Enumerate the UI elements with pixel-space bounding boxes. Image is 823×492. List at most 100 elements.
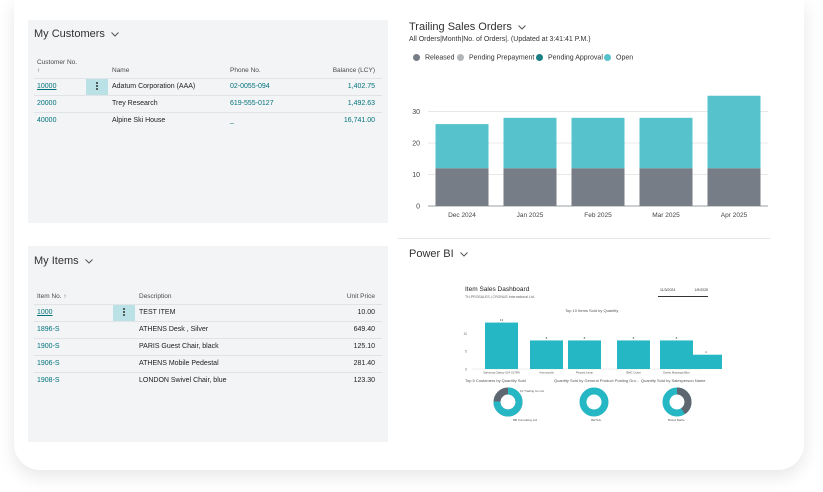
item-description: TEST ITEM	[139, 309, 176, 316]
bar-segment	[707, 168, 761, 206]
item-no[interactable]: 1896-S	[37, 326, 60, 333]
x-tick-label: Dec 2024	[448, 212, 476, 219]
chevron-down-icon	[111, 31, 119, 37]
pbi-bar	[568, 340, 601, 369]
bar-segment	[571, 168, 625, 206]
chevron-down-icon	[518, 24, 526, 30]
table-row[interactable]: 1000 TEST ITEM 10.00	[34, 304, 382, 322]
dashboard-title: Item Sales Dashboard	[465, 286, 530, 293]
top10-title: Top 10 Items Sold by Quantity	[565, 308, 619, 313]
customer-name: Trey Research	[112, 100, 158, 107]
col-unit-price[interactable]: Unit Price	[346, 293, 375, 300]
col-balance[interactable]: Balance (LCY)	[332, 67, 375, 74]
donut1-segment	[493, 387, 523, 417]
y-tick-label: 10	[412, 172, 420, 179]
pbi-bar-value: 4	[705, 350, 707, 354]
bar-segment	[435, 168, 489, 206]
item-description: ATHENS Mobile Pedestal	[139, 360, 219, 367]
donut1-title: Top 5 Customers by Quantity Sold	[465, 378, 526, 383]
col-phone[interactable]: Phone No.	[230, 67, 261, 74]
legend-dot	[457, 54, 464, 61]
item-no[interactable]: 1900-S	[37, 343, 60, 350]
customer-phone[interactable]: _	[230, 117, 234, 124]
col-customer-no[interactable]: Customer No.	[37, 59, 78, 66]
powerbi-report[interactable]: Item Sales Dashboard TH-PROSALES | CRONU…	[450, 278, 722, 426]
customer-phone[interactable]: 02-0055-094	[230, 83, 270, 90]
divider	[398, 238, 770, 239]
table-row[interactable]: 20000 Trey Research 619-555-0127 1,492.6…	[34, 95, 382, 113]
customer-name: Alpine Ski House	[112, 117, 166, 124]
pbi-bar-value: 13	[500, 318, 504, 322]
x-tick-label: Mar 2025	[652, 212, 680, 219]
customers-panel: My Customers Customer No. ↑ Name Phone N…	[28, 20, 388, 223]
item-price: 649.40	[353, 326, 375, 333]
item-no[interactable]: 1908-S	[37, 377, 60, 384]
legend-open[interactable]: Open	[604, 54, 633, 61]
col-description[interactable]: Description	[139, 293, 172, 300]
customer-balance[interactable]: 1,492.63	[347, 100, 375, 107]
item-no[interactable]: 1906-S	[37, 360, 60, 367]
donut2-legend: RETAIL	[591, 418, 602, 422]
pbi-bar-value: 8	[584, 336, 586, 340]
more-vertical-icon	[96, 82, 98, 84]
x-tick-label: Feb 2025	[584, 212, 612, 219]
table-row[interactable]: 1906-S ATHENS Mobile Pedestal 281.40	[34, 355, 382, 373]
legend-pending-approval[interactable]: Pending Approval	[536, 54, 603, 61]
y-tick-label: 0	[416, 204, 420, 211]
customer-balance[interactable]: 16,741.00	[343, 117, 375, 124]
items-title[interactable]: My Items	[34, 255, 93, 267]
table-row[interactable]: 1896-S ATHENS Desk , Silver 649.40	[34, 321, 382, 339]
sort-asc-icon: ↑	[37, 67, 41, 74]
table-row[interactable]: 1900-S PARIS Guest Chair, black 125.10	[34, 338, 382, 356]
item-description: LONDON Swivel Chair, blue	[139, 377, 227, 384]
y-tick-label: 20	[412, 141, 420, 148]
bar-segment	[707, 95, 761, 169]
item-description: PARIS Guest Chair, black	[139, 343, 219, 350]
sales-subtitle: All Orders|Month|No. of Orders|. (Update…	[409, 36, 591, 43]
customer-balance[interactable]: 1,402.75	[347, 83, 375, 90]
bar-segment	[639, 117, 693, 169]
col-item-no[interactable]: Item No. ↑	[37, 293, 67, 300]
pbi-bar	[617, 340, 650, 369]
pbi-bar-label: BMC Ciutat	[626, 371, 641, 375]
table-row[interactable]: 10000 Adatum Corporation (AAA) 02-0055-0…	[34, 78, 382, 96]
sales-chart: 0 10 20 30 Dec 2024 Jan 2025 Feb 2025 Mar 2025 A…	[412, 95, 768, 219]
donut3-legend: Brand Bartle	[668, 418, 685, 422]
pbi-bar	[530, 340, 563, 369]
x-tick-label: Apr 2025	[721, 212, 748, 219]
more-vertical-icon	[123, 308, 125, 310]
table-row[interactable]: 1908-S LONDON Swivel Chair, blue 123.30	[34, 372, 382, 390]
date-to: 1/9/2025	[694, 288, 708, 292]
donut2-ring	[579, 387, 609, 417]
pbi-bar-value: 8	[676, 336, 678, 340]
pbi-bar	[660, 340, 693, 369]
legend-pending-prepayment[interactable]: Pending Prepayment	[457, 54, 534, 61]
pbi-bar-label: Pinyard Lamp	[576, 371, 594, 375]
row-actions-button[interactable]	[113, 305, 135, 321]
legend-released[interactable]: Released	[413, 54, 455, 61]
customer-no[interactable]: 20000	[37, 100, 57, 107]
customer-name: Adatum Corporation (AAA)	[112, 83, 196, 90]
date-from: 11/3/2024	[660, 288, 676, 292]
item-no[interactable]: 1000	[37, 309, 53, 316]
chevron-down-icon	[84, 258, 93, 264]
legend-dot	[413, 54, 420, 61]
powerbi-title[interactable]: Power BI	[409, 248, 468, 260]
date-range-slicer[interactable]: 11/3/2024 1/9/2025	[658, 288, 708, 297]
item-price: 10.00	[357, 309, 375, 316]
bar-segment	[503, 168, 557, 206]
dashboard-company: TH-PROSALES | CRONUS International Ltd.	[465, 295, 535, 299]
customer-phone[interactable]: 619-555-0127	[230, 100, 274, 107]
customers-title[interactable]: My Customers	[34, 28, 119, 40]
customer-no[interactable]: 10000	[37, 83, 57, 90]
customer-no[interactable]: 40000	[37, 117, 57, 124]
chevron-down-icon	[459, 251, 468, 257]
col-name[interactable]: Name	[112, 67, 130, 74]
row-actions-button[interactable]	[86, 79, 108, 95]
bar-segment	[639, 168, 693, 206]
sales-title[interactable]: Trailing Sales Orders	[409, 21, 526, 33]
table-row[interactable]: 40000 Alpine Ski House _ 16,741.00	[34, 112, 382, 130]
bar-segment	[435, 124, 489, 169]
pbi-bar-value: 8	[633, 336, 635, 340]
donut3-segment	[662, 387, 692, 417]
